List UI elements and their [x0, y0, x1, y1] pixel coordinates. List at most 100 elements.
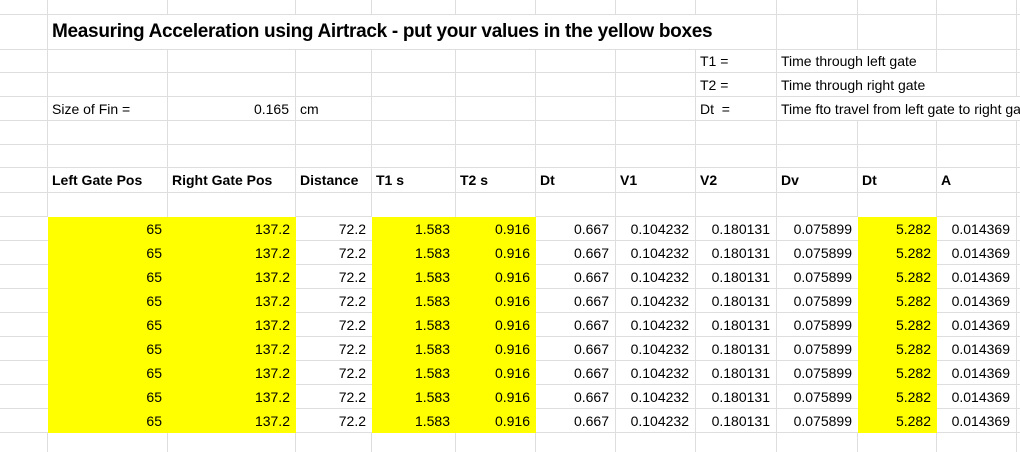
- empty-cell[interactable]: [1017, 121, 1020, 145]
- cell-v2[interactable]: 0.180131: [696, 241, 777, 265]
- empty-cell[interactable]: [616, 50, 696, 73]
- cell-left-gate-pos[interactable]: 65: [48, 289, 168, 313]
- cell-dt[interactable]: 0.667: [536, 313, 616, 337]
- cell-dt2[interactable]: 5.282: [858, 313, 937, 337]
- empty-cell[interactable]: [456, 73, 536, 97]
- empty-cell[interactable]: [1017, 313, 1020, 337]
- header-left-gate-pos[interactable]: Left Gate Pos: [48, 168, 168, 193]
- empty-cell[interactable]: [0, 97, 48, 121]
- empty-cell[interactable]: [0, 361, 48, 385]
- t2-desc-cell[interactable]: Time through right gate: [777, 73, 1017, 97]
- empty-cell[interactable]: [48, 433, 168, 452]
- empty-cell[interactable]: [696, 145, 777, 168]
- cell-dv[interactable]: 0.075899: [777, 337, 858, 361]
- empty-cell[interactable]: [536, 145, 616, 168]
- cell-v1[interactable]: 0.104232: [616, 361, 696, 385]
- empty-cell[interactable]: [536, 193, 616, 217]
- empty-cell[interactable]: [777, 145, 858, 168]
- empty-cell[interactable]: [777, 433, 858, 452]
- cell-t1[interactable]: 1.583: [372, 289, 456, 313]
- cell-t1[interactable]: 1.583: [372, 241, 456, 265]
- cell-dt[interactable]: 0.667: [536, 337, 616, 361]
- t1-label-cell[interactable]: T1 =: [696, 50, 777, 73]
- cell-t1[interactable]: 1.583: [372, 217, 456, 241]
- empty-cell[interactable]: [372, 193, 456, 217]
- empty-cell[interactable]: [372, 433, 456, 452]
- cell-dt2[interactable]: 5.282: [858, 385, 937, 409]
- cell-v2[interactable]: 0.180131: [696, 385, 777, 409]
- empty-cell[interactable]: [536, 73, 616, 97]
- empty-cell[interactable]: [1017, 50, 1020, 73]
- cell-t1[interactable]: 1.583: [372, 313, 456, 337]
- empty-cell[interactable]: [0, 385, 48, 409]
- cell-v2[interactable]: 0.180131: [696, 337, 777, 361]
- empty-cell[interactable]: [48, 121, 168, 145]
- empty-cell[interactable]: [858, 15, 937, 50]
- empty-cell[interactable]: [1017, 217, 1020, 241]
- empty-cell[interactable]: [168, 50, 296, 73]
- empty-cell[interactable]: [616, 0, 696, 15]
- cell-right-gate-pos[interactable]: 137.2: [168, 241, 296, 265]
- empty-cell[interactable]: [536, 97, 616, 121]
- cell-dt2[interactable]: 5.282: [858, 361, 937, 385]
- cell-v1[interactable]: 0.104232: [616, 409, 696, 433]
- empty-cell[interactable]: [858, 145, 937, 168]
- cell-distance[interactable]: 72.2: [296, 289, 372, 313]
- empty-cell[interactable]: [168, 145, 296, 168]
- header-distance[interactable]: Distance: [296, 168, 372, 193]
- empty-cell[interactable]: [296, 121, 372, 145]
- empty-cell[interactable]: [0, 337, 48, 361]
- dt-label-cell[interactable]: Dt =: [696, 97, 777, 121]
- dt-desc-cell[interactable]: Time fto travel from left gate to right …: [777, 97, 1020, 121]
- cell-t2[interactable]: 0.916: [456, 409, 536, 433]
- cell-t2[interactable]: 0.916: [456, 361, 536, 385]
- cell-dt[interactable]: 0.667: [536, 361, 616, 385]
- header-a[interactable]: A: [937, 168, 1017, 193]
- cell-t2[interactable]: 0.916: [456, 385, 536, 409]
- cell-a[interactable]: 0.014369: [937, 385, 1017, 409]
- t1-desc-cell[interactable]: Time through left gate: [777, 50, 937, 73]
- empty-cell[interactable]: [536, 50, 616, 73]
- empty-cell[interactable]: [0, 73, 48, 97]
- cell-dv[interactable]: 0.075899: [777, 241, 858, 265]
- empty-cell[interactable]: [168, 121, 296, 145]
- cell-a[interactable]: 0.014369: [937, 337, 1017, 361]
- empty-cell[interactable]: [1017, 73, 1020, 97]
- empty-cell[interactable]: [48, 0, 168, 15]
- empty-cell[interactable]: [456, 50, 536, 73]
- cell-v1[interactable]: 0.104232: [616, 265, 696, 289]
- empty-cell[interactable]: [0, 0, 48, 15]
- empty-cell[interactable]: [48, 50, 168, 73]
- header-dv[interactable]: Dv: [777, 168, 858, 193]
- empty-cell[interactable]: [616, 145, 696, 168]
- empty-cell[interactable]: [616, 433, 696, 452]
- cell-v2[interactable]: 0.180131: [696, 313, 777, 337]
- cell-distance[interactable]: 72.2: [296, 265, 372, 289]
- cell-left-gate-pos[interactable]: 65: [48, 313, 168, 337]
- empty-cell[interactable]: [536, 433, 616, 452]
- cell-right-gate-pos[interactable]: 137.2: [168, 409, 296, 433]
- empty-cell[interactable]: [1017, 0, 1020, 15]
- empty-cell[interactable]: [296, 193, 372, 217]
- empty-cell[interactable]: [296, 433, 372, 452]
- cell-dt2[interactable]: 5.282: [858, 241, 937, 265]
- cell-v2[interactable]: 0.180131: [696, 289, 777, 313]
- empty-cell[interactable]: [937, 15, 1017, 50]
- empty-cell[interactable]: [0, 265, 48, 289]
- empty-cell[interactable]: [0, 193, 48, 217]
- empty-cell[interactable]: [1017, 145, 1020, 168]
- cell-distance[interactable]: 72.2: [296, 217, 372, 241]
- header-dt[interactable]: Dt: [536, 168, 616, 193]
- cell-left-gate-pos[interactable]: 65: [48, 265, 168, 289]
- empty-cell[interactable]: [1017, 15, 1020, 50]
- cell-dt2[interactable]: 5.282: [858, 409, 937, 433]
- t2-label-cell[interactable]: T2 =: [696, 73, 777, 97]
- cell-v1[interactable]: 0.104232: [616, 337, 696, 361]
- empty-cell[interactable]: [0, 50, 48, 73]
- cell-right-gate-pos[interactable]: 137.2: [168, 313, 296, 337]
- empty-cell[interactable]: [696, 0, 777, 15]
- fin-value-cell[interactable]: 0.165: [168, 97, 296, 121]
- cell-dt[interactable]: 0.667: [536, 289, 616, 313]
- empty-cell[interactable]: [168, 193, 296, 217]
- cell-distance[interactable]: 72.2: [296, 385, 372, 409]
